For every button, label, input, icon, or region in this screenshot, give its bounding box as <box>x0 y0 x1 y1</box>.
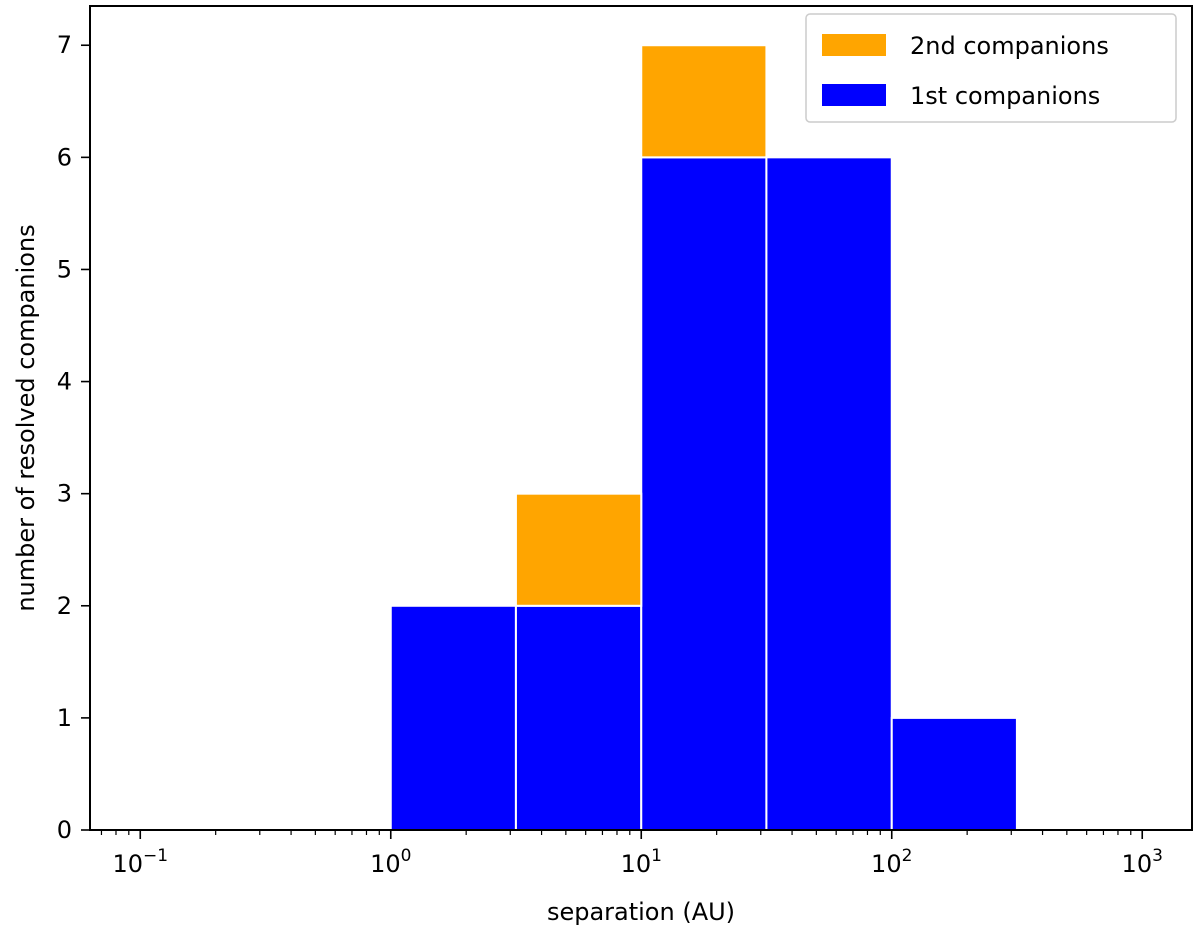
bar-first-companions-bin-4 <box>890 716 1018 832</box>
y-axis-ticks: 0 1 2 3 4 5 6 7 <box>57 31 90 844</box>
bar-second-companions-bin-2 <box>640 44 768 159</box>
y-tick-label: 2 <box>57 592 72 620</box>
legend-label: 1st companions <box>910 82 1100 110</box>
x-axis-label: separation (AU) <box>547 898 735 926</box>
y-tick-label: 0 <box>57 816 72 844</box>
y-tick-label: 7 <box>57 31 72 59</box>
y-tick-label: 1 <box>57 704 72 732</box>
bar-first-companions-bin-1 <box>514 604 643 831</box>
legend-box <box>805 13 1177 123</box>
legend: 2nd companions 1st companions <box>805 13 1177 123</box>
bar-first-companions-bin-0 <box>389 604 517 831</box>
y-tick-label: 6 <box>57 143 72 171</box>
legend-label: 2nd companions <box>910 32 1109 60</box>
x-tick-label: 101 <box>621 846 662 878</box>
legend-swatch <box>822 84 886 106</box>
y-tick-label: 5 <box>57 255 72 283</box>
x-tick-label: 100 <box>370 846 411 878</box>
bar-first-companions-bin-2 <box>640 156 768 832</box>
bars-layer <box>389 44 1018 832</box>
x-tick-label: 102 <box>871 846 912 878</box>
x-axis-ticks: 10−1 100 101 102 103 <box>100 830 1163 878</box>
x-tick-label: 10−1 <box>112 846 168 878</box>
y-tick-label: 4 <box>57 368 72 396</box>
bar-second-companions-bin-1 <box>514 492 643 607</box>
x-tick-label: 103 <box>1122 846 1163 878</box>
legend-swatch <box>822 34 886 56</box>
bar-first-companions-bin-3 <box>765 156 893 832</box>
y-axis-label: number of resolved companions <box>12 224 40 611</box>
y-tick-label: 3 <box>57 480 72 508</box>
